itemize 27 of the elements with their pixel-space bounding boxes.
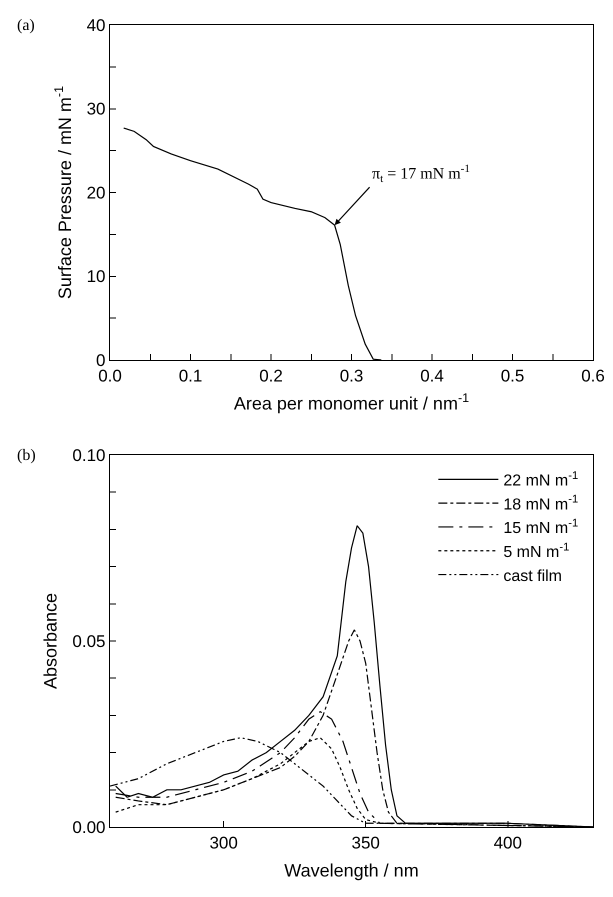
x-tick-label: 0.3 [340,366,364,386]
y-tick-label: 40 [86,16,106,35]
text: (a) [17,17,35,34]
y-tick-label: 30 [86,100,106,119]
x-tick-label: 350 [352,834,380,852]
y-tick-label: 0.00 [72,818,106,837]
legend-label: 5 mN m$^{-1}$ [503,541,570,561]
x-tick-label: 0.6 [581,366,605,386]
x-tick-label: 300 [209,834,238,852]
x-axis-title: Wavelength / nm [284,860,419,881]
legend-label: cast film [503,568,562,585]
x-tick-label: 0.2 [259,366,283,386]
y-tick-label: 0.05 [72,632,106,651]
x-tick-label: 400 [494,834,522,852]
x-axis-title: Area per monomer unit / nm$^{-1}$ [234,391,470,414]
x-tick-label: 0.5 [500,366,524,386]
x-tick-label: 0.4 [420,366,444,386]
x-tick-label: 0.1 [178,366,202,386]
annotation: π$_{t}$ = 17 mN m$^{-1}$ [372,163,470,186]
legend-label: 22 mN m$^{-1}$ [503,470,578,490]
y-axis-title: Absorbance [40,592,61,690]
legend-label: 15 mN m$^{-1}$ [503,517,578,538]
legend-label: 18 mN m$^{-1}$ [503,494,578,514]
y-tick-label: 10 [86,267,106,286]
y-tick-label: 20 [86,183,106,202]
text: (b) [17,447,36,464]
y-tick-label: 0.10 [72,446,106,465]
